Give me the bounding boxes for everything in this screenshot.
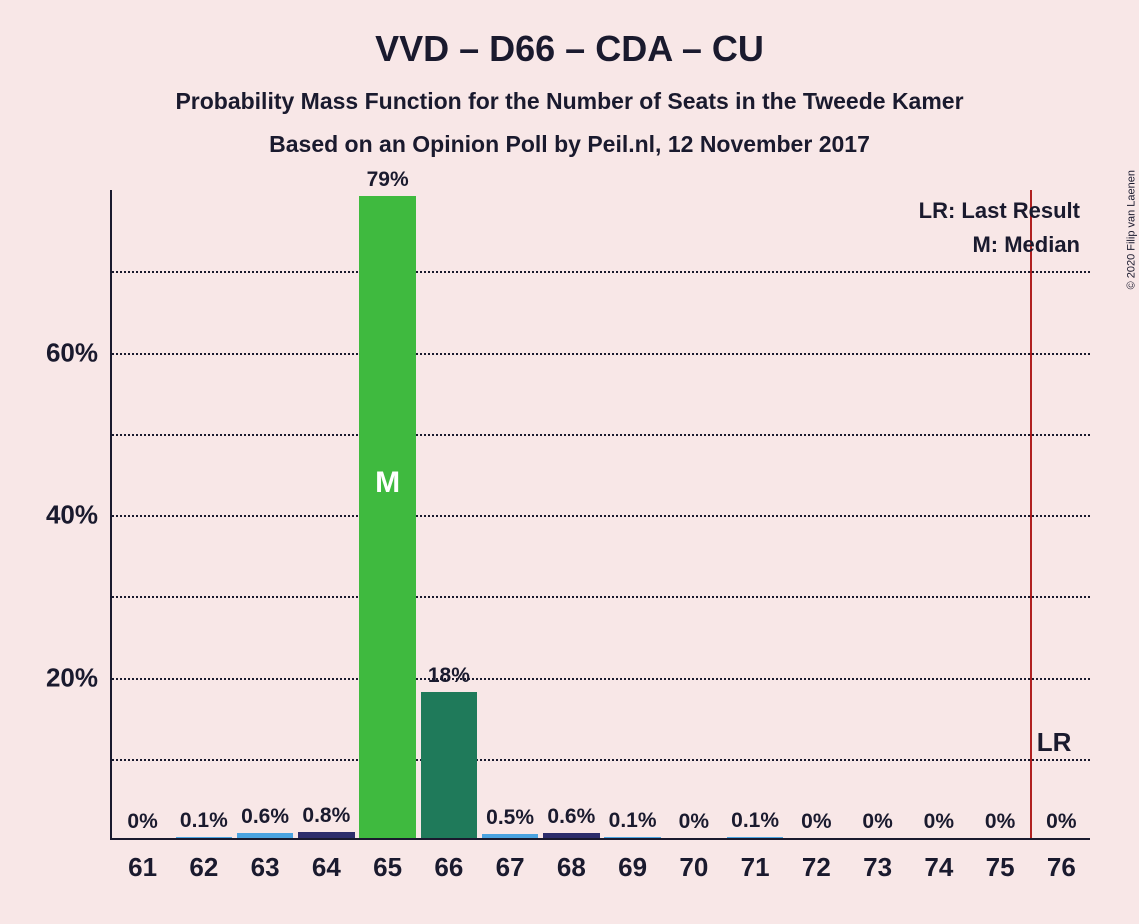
bar-value-label: 0% (1046, 810, 1076, 838)
x-axis-label: 69 (618, 838, 647, 883)
gridline (112, 596, 1090, 598)
bar-value-label: 18% (428, 664, 470, 692)
y-axis-label: 40% (46, 500, 112, 531)
x-axis-label: 66 (434, 838, 463, 883)
x-axis-label: 73 (863, 838, 892, 883)
legend-lr: LR: Last Result (919, 198, 1080, 224)
x-axis-label: 74 (924, 838, 953, 883)
x-axis-label: 62 (189, 838, 218, 883)
x-axis-label: 67 (496, 838, 525, 883)
gridline (112, 271, 1090, 273)
bar: 18% (421, 692, 477, 838)
bar-value-label: 79% (367, 168, 409, 196)
chart-plot-area: 20%40%60%0%610.1%620.6%630.8%6479%M6518%… (110, 190, 1090, 840)
last-result-marker: LR (1037, 727, 1072, 758)
bar-value-label: 0.1% (731, 809, 779, 837)
x-axis-label: 70 (679, 838, 708, 883)
bar-value-label: 0.1% (609, 809, 657, 837)
bar-value-label: 0% (924, 810, 954, 838)
gridline (112, 515, 1090, 517)
bar-value-label: 0% (679, 810, 709, 838)
x-axis-label: 64 (312, 838, 341, 883)
bar-value-label: 0.6% (547, 805, 595, 833)
bar-value-label: 0% (801, 810, 831, 838)
bar-value-label: 0% (985, 810, 1015, 838)
x-axis-label: 63 (251, 838, 280, 883)
x-axis-label: 71 (741, 838, 770, 883)
x-axis-label: 75 (986, 838, 1015, 883)
x-axis-label: 72 (802, 838, 831, 883)
y-axis-label: 60% (46, 337, 112, 368)
last-result-line (1030, 190, 1032, 838)
bar-value-label: 0.1% (180, 809, 228, 837)
legend-m: M: Median (919, 232, 1080, 258)
gridline (112, 353, 1090, 355)
y-axis-label: 20% (46, 662, 112, 693)
x-axis-label: 65 (373, 838, 402, 883)
median-marker: M (375, 466, 400, 500)
x-axis-label: 68 (557, 838, 586, 883)
gridline (112, 678, 1090, 680)
bar-value-label: 0% (862, 810, 892, 838)
copyright-text: © 2020 Filip van Laenen (1125, 170, 1137, 289)
chart-subtitle-1: Probability Mass Function for the Number… (0, 70, 1139, 115)
chart-title: VVD – D66 – CDA – CU (0, 0, 1139, 70)
legend: LR: Last Result M: Median (919, 198, 1080, 258)
bar-value-label: 0.8% (302, 804, 350, 832)
gridline (112, 434, 1090, 436)
chart-subtitle-2: Based on an Opinion Poll by Peil.nl, 12 … (0, 115, 1139, 158)
x-axis-label: 76 (1047, 838, 1076, 883)
bar-value-label: 0.6% (241, 805, 289, 833)
bar-value-label: 0% (127, 810, 157, 838)
x-axis-label: 61 (128, 838, 157, 883)
gridline (112, 759, 1090, 761)
bar-value-label: 0.5% (486, 806, 534, 834)
bar: 79%M (359, 196, 415, 838)
